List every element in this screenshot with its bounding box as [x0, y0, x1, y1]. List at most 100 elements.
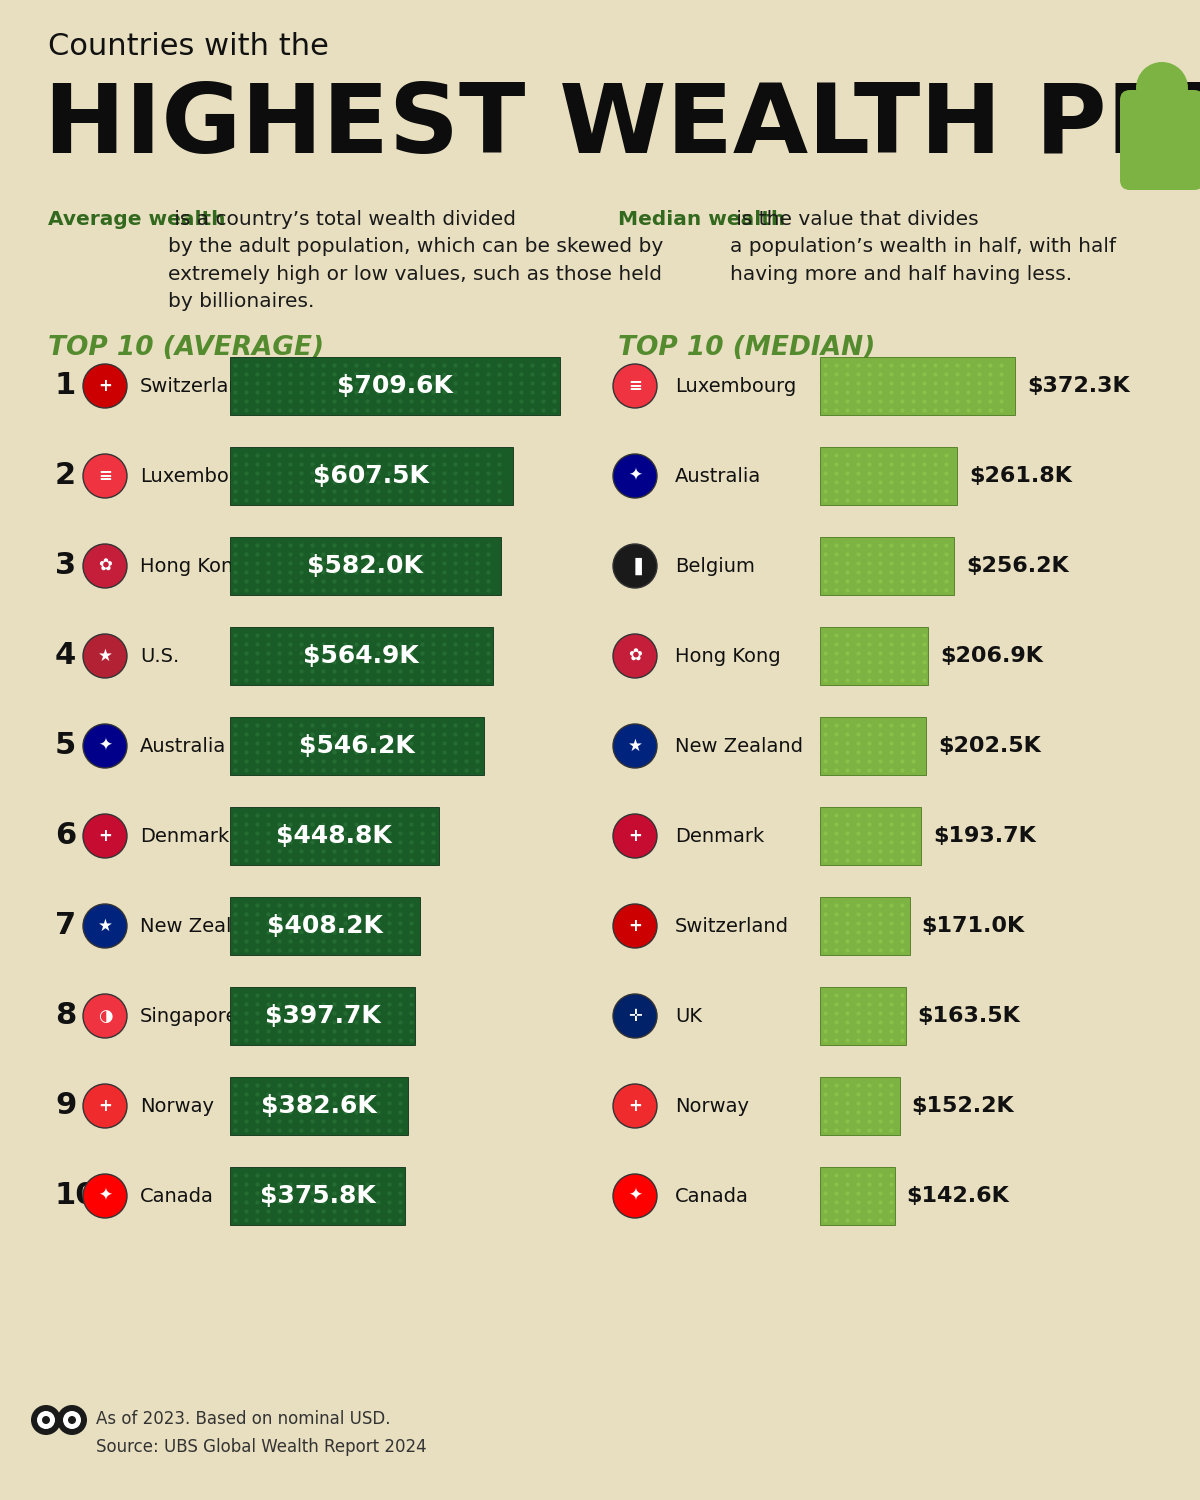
Circle shape [857, 678, 860, 682]
Circle shape [486, 372, 491, 376]
Circle shape [377, 1092, 380, 1096]
Circle shape [266, 399, 271, 404]
Circle shape [343, 921, 348, 926]
Circle shape [245, 381, 248, 386]
Circle shape [332, 1002, 336, 1007]
Circle shape [912, 849, 916, 853]
Circle shape [388, 1209, 391, 1214]
Circle shape [454, 561, 457, 566]
Circle shape [454, 480, 457, 484]
Circle shape [256, 570, 259, 574]
Circle shape [900, 471, 905, 476]
Circle shape [311, 462, 314, 466]
Circle shape [365, 489, 370, 494]
Circle shape [332, 1119, 336, 1124]
Circle shape [823, 1002, 828, 1007]
Circle shape [332, 363, 336, 368]
Circle shape [944, 480, 949, 484]
Circle shape [878, 1182, 883, 1186]
Circle shape [420, 372, 425, 376]
Circle shape [443, 462, 446, 466]
Circle shape [845, 381, 850, 386]
Bar [820, 717, 926, 776]
Circle shape [365, 1092, 370, 1096]
Circle shape [845, 939, 850, 944]
Circle shape [834, 912, 839, 916]
Circle shape [845, 498, 850, 502]
Circle shape [845, 1029, 850, 1033]
Circle shape [464, 408, 469, 413]
Circle shape [432, 372, 436, 376]
Text: Norway: Norway [140, 1096, 214, 1116]
Circle shape [868, 570, 871, 574]
Circle shape [343, 678, 348, 682]
Circle shape [256, 588, 259, 592]
Circle shape [354, 498, 359, 502]
Circle shape [233, 822, 238, 827]
Circle shape [464, 651, 469, 656]
Circle shape [311, 588, 314, 592]
Circle shape [266, 390, 271, 394]
Circle shape [377, 1101, 380, 1106]
Circle shape [332, 912, 336, 916]
Circle shape [277, 858, 282, 862]
Circle shape [398, 1200, 403, 1204]
Circle shape [955, 408, 960, 413]
Circle shape [868, 840, 871, 844]
Circle shape [889, 921, 894, 926]
Circle shape [266, 633, 271, 638]
Circle shape [834, 1218, 839, 1222]
Circle shape [900, 678, 905, 682]
Circle shape [233, 579, 238, 584]
Circle shape [857, 1209, 860, 1214]
Circle shape [475, 372, 480, 376]
Circle shape [845, 669, 850, 674]
Circle shape [912, 588, 916, 592]
Circle shape [613, 454, 658, 498]
Circle shape [857, 579, 860, 584]
Circle shape [834, 633, 839, 638]
Circle shape [509, 399, 512, 404]
Circle shape [834, 489, 839, 494]
Circle shape [311, 903, 314, 908]
Circle shape [443, 561, 446, 566]
Circle shape [388, 1029, 391, 1033]
Circle shape [266, 408, 271, 413]
Circle shape [233, 750, 238, 754]
Circle shape [377, 840, 380, 844]
Bar [820, 897, 910, 956]
Text: ≡: ≡ [98, 466, 112, 484]
Circle shape [934, 363, 937, 368]
Circle shape [989, 399, 992, 404]
Circle shape [233, 390, 238, 394]
Circle shape [256, 723, 259, 728]
Circle shape [365, 993, 370, 998]
Circle shape [377, 903, 380, 908]
Circle shape [332, 498, 336, 502]
Circle shape [498, 489, 502, 494]
Circle shape [934, 552, 937, 556]
Circle shape [409, 462, 414, 466]
Circle shape [398, 921, 403, 926]
Circle shape [530, 390, 535, 394]
Circle shape [1000, 372, 1003, 376]
Text: $152.2K: $152.2K [912, 1096, 1014, 1116]
Circle shape [332, 948, 336, 952]
Circle shape [857, 1173, 860, 1178]
Circle shape [834, 642, 839, 646]
Circle shape [300, 1101, 304, 1106]
Circle shape [300, 993, 304, 998]
Circle shape [409, 390, 414, 394]
Circle shape [288, 498, 293, 502]
Circle shape [256, 669, 259, 674]
Circle shape [256, 1200, 259, 1204]
Circle shape [377, 849, 380, 853]
Circle shape [365, 363, 370, 368]
Circle shape [266, 498, 271, 502]
Text: $709.6K: $709.6K [337, 374, 452, 398]
Circle shape [454, 399, 457, 404]
Circle shape [454, 669, 457, 674]
Circle shape [322, 480, 325, 484]
Circle shape [868, 579, 871, 584]
Circle shape [464, 732, 469, 736]
